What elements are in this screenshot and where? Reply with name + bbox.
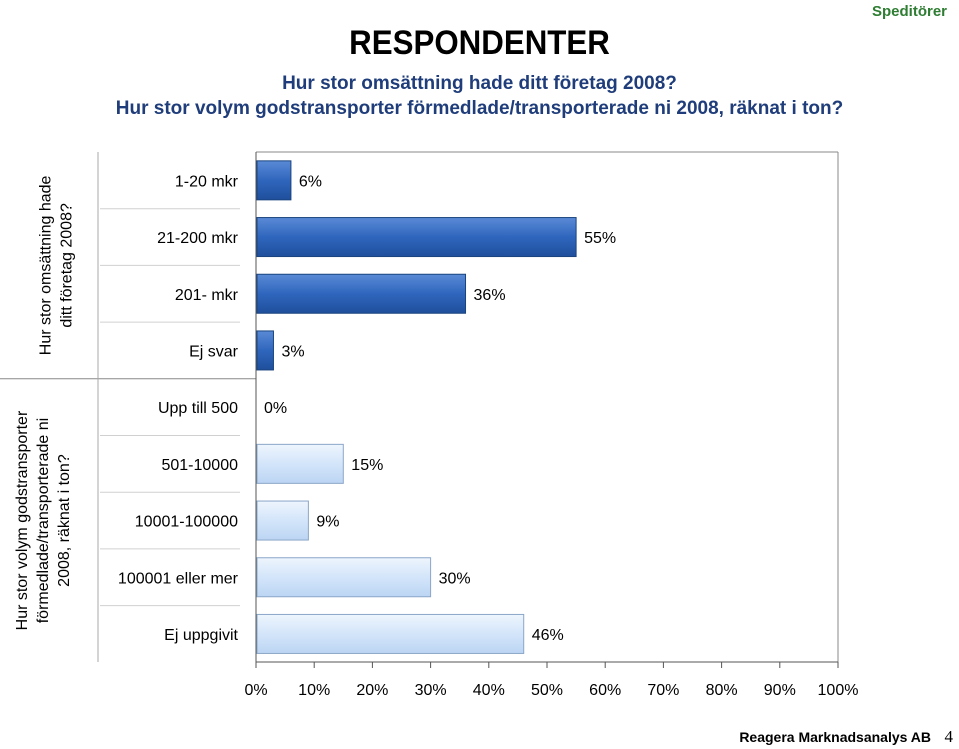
bar bbox=[256, 613, 525, 654]
x-tick-label: 20% bbox=[356, 682, 388, 699]
x-tick-label: 40% bbox=[473, 682, 505, 699]
x-tick-label: 60% bbox=[589, 682, 621, 699]
value-label: 6% bbox=[299, 173, 322, 190]
value-label: 15% bbox=[351, 457, 383, 474]
page-number: 4 bbox=[944, 727, 954, 746]
category-label: 501-10000 bbox=[161, 457, 238, 474]
bar bbox=[256, 330, 274, 371]
category-label: 21-200 mkr bbox=[157, 230, 239, 247]
group-label: Hur stor volym godstransporter förmedlade… bbox=[14, 410, 73, 630]
bar bbox=[256, 443, 344, 484]
subtitle-volume: Hur stor volym godstransporter förmedlad… bbox=[115, 98, 844, 119]
value-label: 3% bbox=[281, 343, 304, 360]
x-tick-label: 50% bbox=[531, 682, 563, 699]
category-label: Ej svar bbox=[189, 343, 239, 360]
category-label: Ej uppgivit bbox=[164, 627, 238, 644]
bar bbox=[256, 273, 467, 314]
category-label: 1-20 mkr bbox=[175, 173, 239, 190]
value-label: 36% bbox=[474, 287, 506, 304]
bar bbox=[256, 500, 309, 541]
x-tick-label: 80% bbox=[706, 682, 738, 699]
bar bbox=[256, 160, 292, 201]
brand-label: Speditörer bbox=[871, 3, 947, 20]
category-label: 100001 eller mer bbox=[118, 570, 239, 587]
value-label: 30% bbox=[439, 570, 471, 587]
value-label: 46% bbox=[532, 627, 564, 644]
x-tick-label: 30% bbox=[415, 682, 447, 699]
value-label: 9% bbox=[316, 514, 339, 531]
x-tick-label: 90% bbox=[764, 682, 796, 699]
group-label: Hur stor omsättning hade ditt företag 200… bbox=[38, 175, 76, 355]
category-label: Upp till 500 bbox=[158, 400, 238, 417]
value-label: 0% bbox=[264, 400, 287, 417]
category-label: 201- mkr bbox=[175, 287, 239, 304]
x-tick-label: 0% bbox=[244, 682, 267, 699]
x-tick-label: 100% bbox=[818, 682, 859, 699]
x-tick-label: 70% bbox=[647, 682, 679, 699]
page-title: RESPONDENTER bbox=[349, 24, 610, 62]
value-label: 55% bbox=[584, 230, 616, 247]
x-tick-label: 10% bbox=[298, 682, 330, 699]
category-label: 10001-100000 bbox=[135, 514, 238, 531]
footer-company: Reagera Marknadsanalys AB bbox=[739, 729, 931, 745]
subtitle-turnover: Hur stor omsättning hade ditt företag 20… bbox=[282, 73, 677, 94]
bar bbox=[256, 217, 577, 258]
bar bbox=[256, 557, 432, 598]
